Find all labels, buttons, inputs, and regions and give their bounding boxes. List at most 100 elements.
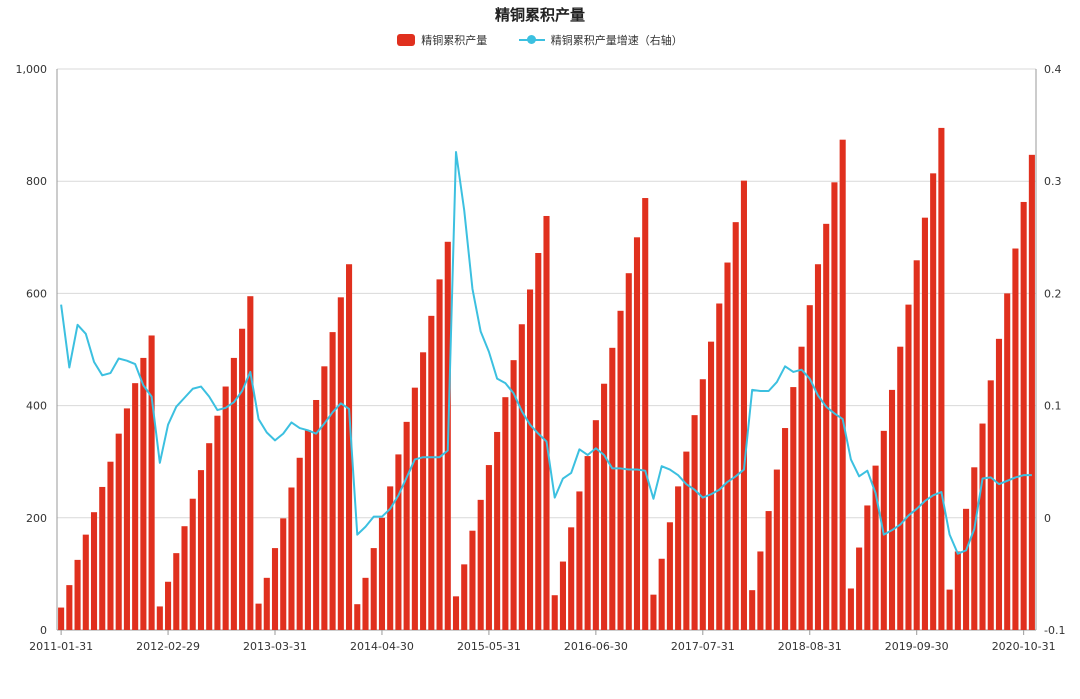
bar (189, 498, 196, 630)
bar (773, 469, 780, 630)
bar-series (58, 127, 1035, 631)
bar (395, 454, 402, 630)
bar (337, 297, 344, 630)
bar (387, 486, 394, 630)
bar (1004, 293, 1011, 630)
bar (461, 564, 468, 630)
bar (699, 379, 706, 630)
bar (823, 223, 830, 630)
x-tick-label: 2013-03-31 (243, 640, 307, 653)
bar (683, 451, 690, 630)
bar (938, 127, 945, 630)
bar (494, 431, 501, 630)
bar (707, 341, 715, 630)
bar (362, 577, 369, 630)
legend: 精铜累积产量 精铜累积产量增速（右轴） (0, 32, 1080, 49)
bar (963, 508, 970, 630)
bar (197, 470, 205, 630)
bar (971, 467, 978, 630)
bar (765, 511, 772, 630)
bar (173, 553, 180, 630)
bar (255, 603, 262, 630)
bar (954, 551, 961, 630)
bar (123, 408, 130, 630)
bar (527, 289, 534, 630)
bar (806, 305, 813, 630)
bar (74, 559, 81, 630)
bar (156, 606, 163, 630)
bar (239, 328, 246, 630)
x-tick-label: 2017-07-31 (671, 640, 735, 653)
bar (288, 487, 295, 630)
legend-item-production[interactable]: 精铜累积产量 (397, 32, 487, 48)
y-left-tick-label: 0 (40, 624, 47, 637)
bar (864, 505, 871, 630)
y-right-tick-label: 0.2 (1044, 287, 1062, 300)
x-tick-label: 2015-05-31 (457, 640, 521, 653)
x-tick-label: 2020-10-31 (992, 640, 1056, 653)
bar (543, 215, 550, 630)
bar (181, 526, 188, 630)
y-right-tick-label: 0.3 (1044, 175, 1062, 188)
bar (625, 273, 632, 630)
bar (782, 428, 789, 630)
bar (930, 173, 937, 630)
x-tick-label: 2018-08-31 (778, 640, 842, 653)
bar (510, 360, 517, 630)
bar (666, 522, 673, 630)
bar (107, 461, 114, 630)
legend-line-swatch (518, 34, 545, 46)
bar (346, 264, 353, 630)
bar (740, 180, 747, 631)
bar (428, 315, 435, 630)
axes: 0 -0.1 200 0 400 0.1 600 0.2 800 0.3 1,000 0.4 2011-… (16, 63, 1066, 653)
y-left-tick-label: 800 (26, 175, 47, 188)
bar (576, 491, 583, 630)
bar (979, 423, 986, 630)
y-right-tick-label: -0.1 (1044, 624, 1065, 637)
bar (148, 335, 155, 630)
x-tick-label: 2019-09-30 (885, 640, 949, 653)
legend-bar-swatch (397, 34, 416, 46)
bar (304, 430, 311, 630)
bar (230, 357, 237, 630)
bar (469, 530, 476, 630)
legend-item-growth[interactable]: 精铜累积产量增速（右轴） (518, 32, 683, 48)
bar (559, 561, 566, 630)
bar (642, 198, 649, 630)
bar (535, 253, 542, 630)
x-tick-label: 2014-04-30 (350, 640, 414, 653)
y-right-tick-label: 0.4 (1044, 63, 1062, 76)
bar (1020, 201, 1027, 630)
bar (617, 310, 624, 630)
x-tick-label: 2011-01-31 (29, 640, 93, 653)
bar (716, 303, 723, 630)
bar (271, 548, 279, 630)
bar (214, 415, 221, 630)
bar (420, 352, 427, 630)
bar (411, 387, 418, 630)
bar (403, 421, 410, 630)
bar (584, 456, 591, 630)
bar (592, 420, 599, 630)
bar (485, 465, 492, 630)
y-left-tick-label: 1,000 (16, 63, 48, 76)
bar (749, 590, 756, 630)
bar (296, 457, 303, 630)
bar (658, 558, 665, 630)
bar (921, 217, 928, 631)
y-right-tick-label: 0.1 (1044, 400, 1062, 413)
bar (568, 527, 575, 630)
y-right-tick-label: 0 (1044, 512, 1051, 525)
bar (897, 346, 904, 630)
x-tick-label: 2016-06-30 (564, 640, 628, 653)
bar (247, 296, 254, 630)
bar (798, 346, 805, 630)
bar (839, 139, 846, 630)
bar (378, 517, 386, 630)
bar (987, 380, 994, 630)
bar (724, 262, 731, 630)
bar (856, 547, 863, 630)
bar (609, 347, 616, 630)
